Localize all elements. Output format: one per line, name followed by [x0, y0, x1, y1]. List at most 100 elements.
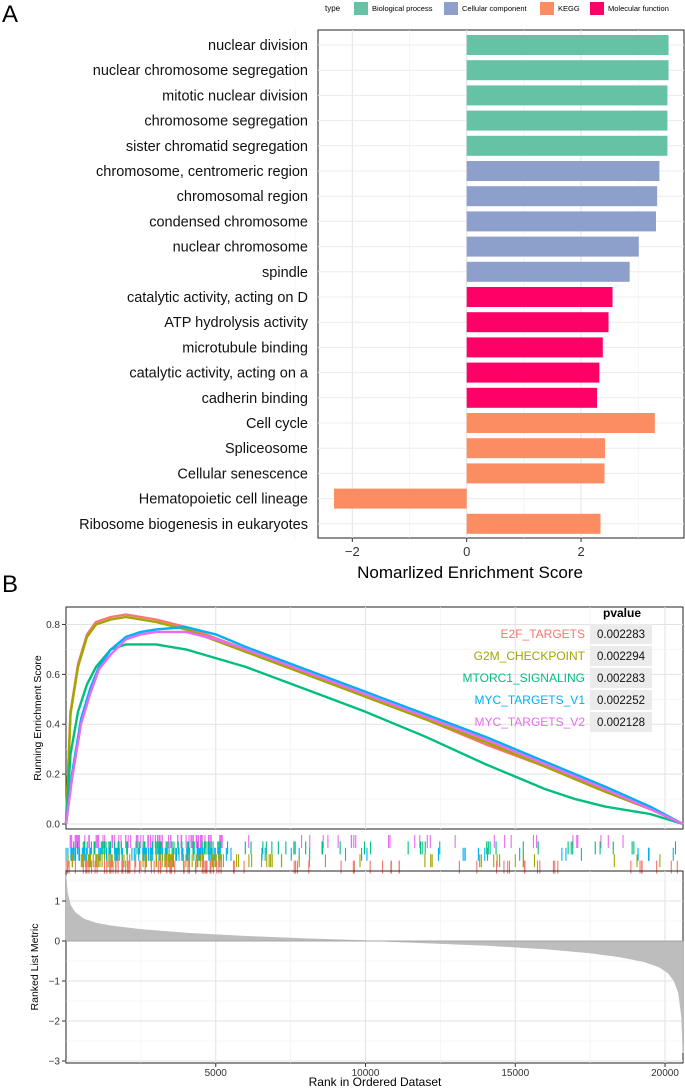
rank-y-tick-label: 1: [54, 897, 60, 908]
bar-x-tick-label: 2: [577, 544, 584, 559]
bar-sister-chromatid-segregation: [466, 135, 668, 156]
legend-label-molecular-function: Molecular function: [608, 4, 669, 13]
bar-category-label: Cellular senescence: [177, 466, 308, 482]
bar-category-label: condensed chromosome: [149, 214, 308, 230]
bar-category-label: nuclear chromosome segregation: [93, 63, 308, 79]
bar-cadherin-binding: [466, 387, 598, 408]
bar-chromosome-segregation: [466, 110, 668, 131]
legend-swatch-kegg: [540, 2, 554, 15]
es-y-tick-label: 0.0: [46, 820, 60, 831]
bar-category-label: ATP hydrolysis activity: [164, 315, 308, 331]
bar-x-tick-label: −2: [345, 544, 360, 559]
pvalue-gene-set-label: G2M_CHECKPOINT: [474, 649, 586, 663]
bar-spliceosome: [466, 438, 606, 459]
bar-category-label: catalytic activity, acting on D: [127, 290, 308, 306]
pvalue-cell-bg: [590, 624, 652, 644]
es-y-tick-label: 0.2: [46, 770, 60, 781]
pvalue-cell-bg: [590, 690, 652, 710]
bar-category-label: microtubule binding: [182, 340, 308, 356]
rank-y-tick-label: −1: [49, 977, 61, 988]
rank-y-tick-label: −2: [49, 1017, 61, 1028]
bar-category-label: spindle: [262, 265, 308, 281]
rank-x-ticks: 5000 10000 15000 20000: [205, 1063, 679, 1079]
rank-x-axis-label: Rank in Ordered Dataset: [309, 1075, 442, 1089]
rank-x-tick-label: 15000: [501, 1068, 529, 1079]
bar-microtubule-binding: [466, 337, 603, 358]
legend: type Biological process Cellular compone…: [325, 2, 669, 15]
bar-atp-hydrolysis-activity: [466, 312, 609, 333]
legend-swatch-molecular-function: [590, 2, 604, 15]
legend-title: type: [325, 4, 341, 13]
pvalue-header: pvalue: [603, 606, 641, 620]
bar-mitotic-nuclear-division: [466, 85, 668, 106]
bar-x-tick-label: 0: [463, 544, 470, 559]
pvalue-cell-bg: [590, 646, 652, 666]
bar-chromosomal-region: [466, 186, 658, 207]
panel-b-label: B: [2, 571, 18, 598]
es-plot-frame: [65, 606, 684, 830]
rank-y-tick-label: 0: [54, 937, 60, 948]
bar-x-axis-label: Nomarlized Enrichment Score: [357, 563, 583, 582]
bar-category-label: chromosome segregation: [144, 114, 308, 130]
bar-category-label: Hematopoietic cell lineage: [139, 492, 308, 508]
pvalue-gene-set-label: MYC_TARGETS_V2: [475, 715, 586, 729]
pvalue-cell-bg: [590, 712, 652, 732]
pvalue-value: 0.002294: [597, 651, 646, 663]
bar-spindle: [466, 261, 630, 282]
bar-category-label: Cell cycle: [246, 416, 308, 432]
rank-area: [65, 874, 684, 1054]
rank-y-ticks: −3 −2 −1 0 1: [49, 897, 66, 1068]
bar-ribosome-biogenesis-in-eukaryotes: [466, 513, 601, 534]
rank-x-tick-label: 5000: [205, 1068, 228, 1079]
bar-category-label: catalytic activity, acting on a: [129, 366, 309, 382]
rank-y-axis-label: Ranked List Metric: [29, 924, 41, 1011]
panel-a-label: A: [2, 1, 18, 28]
bar-bars: [334, 35, 669, 534]
pvalue-value: 0.002252: [597, 695, 645, 707]
es-line-myc-targets-v1: [64, 625, 684, 826]
pvalue-gene-set-label: MTORC1_SIGNALING: [463, 671, 585, 685]
legend-label-biological-process: Biological process: [372, 4, 433, 13]
gsea-running-score-plot: 0.0 0.2 0.4 0.6 0.8 Running Enrichment Score…: [32, 606, 684, 831]
pvalue-value: 0.002283: [597, 629, 645, 641]
es-y-tick-label: 0.8: [46, 620, 60, 631]
bar-category-label: chromosome, centromeric region: [96, 164, 308, 180]
bar-category-label: Ribosome biogenesis in eukaryotes: [79, 517, 308, 533]
legend-label-cellular-component: Cellular component: [462, 4, 528, 13]
bar-catalytic-activity-acting-on-d: [466, 287, 613, 307]
pvalue-gene-set-label: E2F_TARGETS: [501, 627, 585, 641]
es-y-ticks: 0.0 0.2 0.4 0.6 0.8: [46, 620, 66, 831]
pvalue-value: 0.002283: [597, 673, 645, 685]
es-line-g2m-checkpoint: [64, 615, 684, 826]
enrichment-bar-chart: nuclear division nuclear chromosome segre…: [79, 29, 685, 582]
bar-category-label: mitotic nuclear division: [162, 88, 308, 104]
bar-hematopoietic-cell-lineage: [334, 488, 467, 509]
rank-metric-area: [65, 874, 684, 1054]
legend-swatch-cellular-component: [444, 2, 458, 15]
bar-cell-cycle: [466, 413, 655, 433]
pvalue-gene-set-label: MYC_TARGETS_V1: [475, 693, 586, 707]
bar-category-label: Spliceosome: [225, 441, 308, 457]
bar-gridlines: [294, 30, 684, 538]
es-line-myc-targets-v2: [64, 630, 684, 826]
bar-category-label: cadherin binding: [202, 391, 308, 407]
bar-condensed-chromosome: [466, 211, 656, 232]
bar-chromosome-centromeric-region: [466, 161, 660, 181]
es-line-mtorc1-signaling: [64, 643, 684, 826]
bar-x-ticks: −2 0 2: [345, 538, 585, 559]
legend-swatch-biological-process: [354, 2, 368, 15]
es-lines: [64, 613, 684, 826]
bar-category-label: nuclear chromosome: [173, 240, 308, 256]
es-y-tick-label: 0.6: [46, 670, 60, 681]
rank-y-tick-label: −3: [49, 1057, 61, 1068]
ranked-list-plot: −3 −2 −1 0 1 5000 10000 15000 20000 Ranked List…: [29, 870, 684, 1089]
es-y-tick-label: 0.4: [46, 720, 60, 731]
bar-category-label: nuclear division: [208, 38, 308, 54]
bar-nuclear-chromosome-segregation: [466, 60, 669, 81]
es-y-axis-label: Running Enrichment Score: [32, 655, 44, 781]
bar-category-label: sister chromatid segregation: [126, 139, 308, 155]
pvalue-table: pvalue E2F_TARGETS 0.002283 G2M_CHECKPOINT…: [463, 606, 652, 732]
bar-category-labels: nuclear division nuclear chromosome segre…: [79, 38, 309, 533]
